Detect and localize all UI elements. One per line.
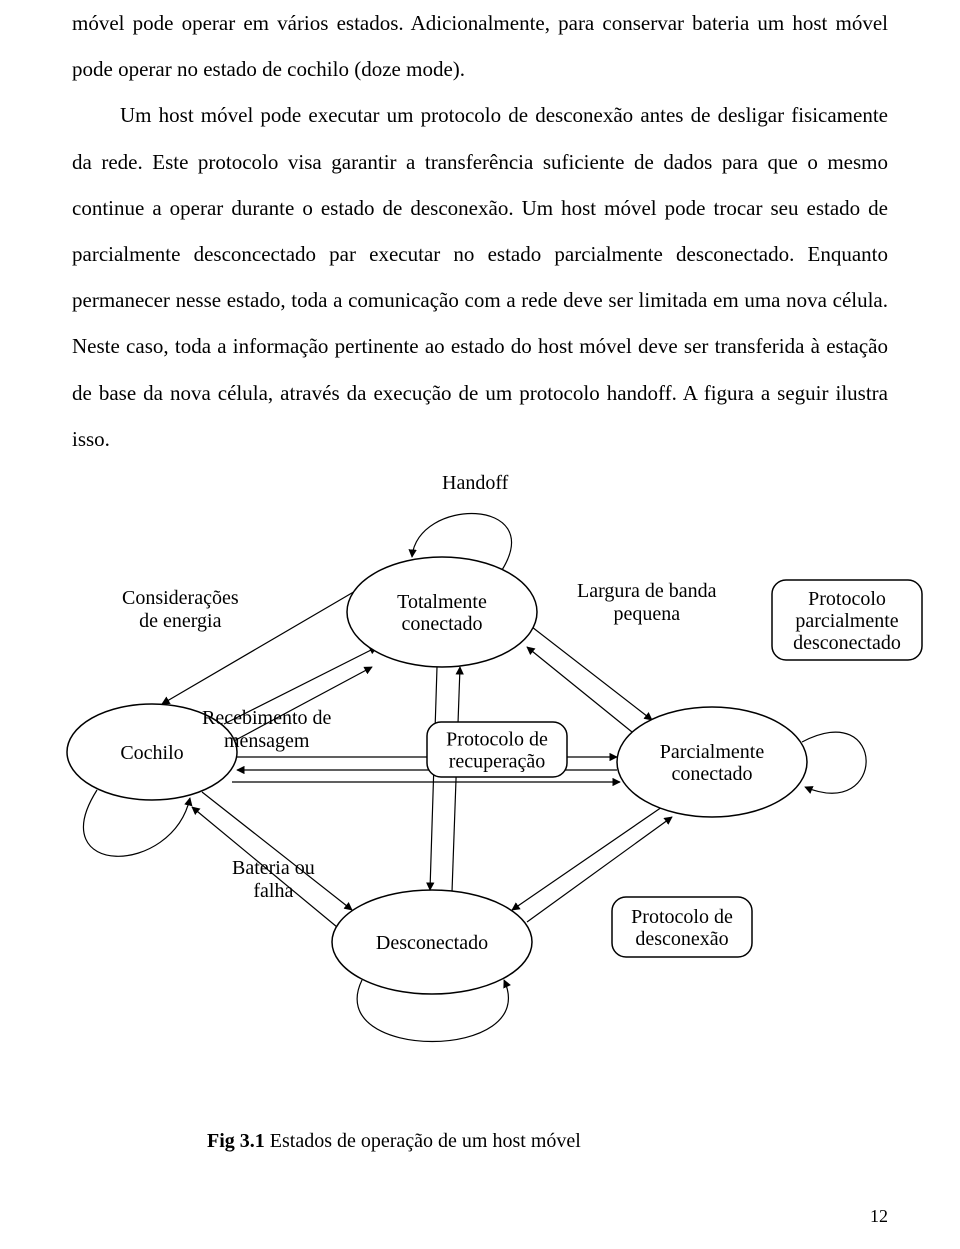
- body-paragraph-2: Um host móvel pode executar um protocolo…: [72, 92, 888, 462]
- node-parcial: Parcialmenteconectado: [617, 707, 807, 817]
- svg-text:Protocolo derecuperação: Protocolo derecuperação: [446, 728, 548, 772]
- edge-parcial-self-loop: [802, 732, 866, 793]
- diagram-svg: Totalmenteconectado Cochilo Parcialmenteco…: [72, 472, 892, 1112]
- edge-parcial-to-totalmente: [527, 647, 632, 732]
- node-totalmente: Totalmenteconectado: [347, 557, 537, 667]
- svg-text:Parcialmenteconectado: Parcialmenteconectado: [660, 741, 765, 785]
- page-number: 12: [870, 1206, 888, 1227]
- body-paragraph-1: móvel pode operar em vários estados. Adi…: [72, 0, 888, 92]
- paragraph-1-text: móvel pode operar em vários estados. Adi…: [72, 11, 888, 81]
- label-handoff: Handoff: [442, 472, 508, 495]
- svg-text:Desconectado: Desconectado: [376, 932, 488, 954]
- edge-desconect-to-totalmente: [452, 667, 460, 892]
- caption-rest: Estados de operação de um host móvel: [265, 1130, 581, 1152]
- svg-text:Cochilo: Cochilo: [120, 742, 183, 764]
- node-recuperacao: Protocolo derecuperação: [427, 722, 567, 777]
- page: móvel pode operar em vários estados. Adi…: [0, 0, 960, 1249]
- state-diagram: Totalmenteconectado Cochilo Parcialmenteco…: [72, 472, 892, 1112]
- label-consideracoes-energia: Consideraçõesde energia: [122, 587, 239, 633]
- label-bateria-falha: Bateria oufalha: [232, 857, 315, 903]
- edge-totalmente-to-parcial: [532, 627, 652, 720]
- svg-text:Protocolo dedesconexão: Protocolo dedesconexão: [631, 906, 733, 950]
- caption-bold: Fig 3.1: [207, 1130, 265, 1152]
- svg-text:Totalmenteconectado: Totalmenteconectado: [397, 591, 487, 635]
- svg-text:Protocoloparcialmentedesconect: Protocoloparcialmentedesconectado: [793, 588, 901, 654]
- paragraph-2-text: Um host móvel pode executar um protocolo…: [72, 103, 888, 450]
- node-desconect: Desconectado: [332, 890, 532, 994]
- label-largura-banda: Largura de bandapequena: [577, 580, 717, 626]
- edge-parcial-to-desconect: [512, 807, 662, 910]
- label-recebimento-mensagem: Recebimento demensagem: [202, 707, 331, 753]
- node-prot_desc: Protocolo dedesconexão: [612, 897, 752, 957]
- edge-totalmente-to-desconect: [430, 667, 437, 890]
- figure-caption: Fig 3.1 Estados de operação de um host m…: [207, 1130, 888, 1153]
- node-prot_parc: Protocoloparcialmentedesconectado: [772, 580, 922, 660]
